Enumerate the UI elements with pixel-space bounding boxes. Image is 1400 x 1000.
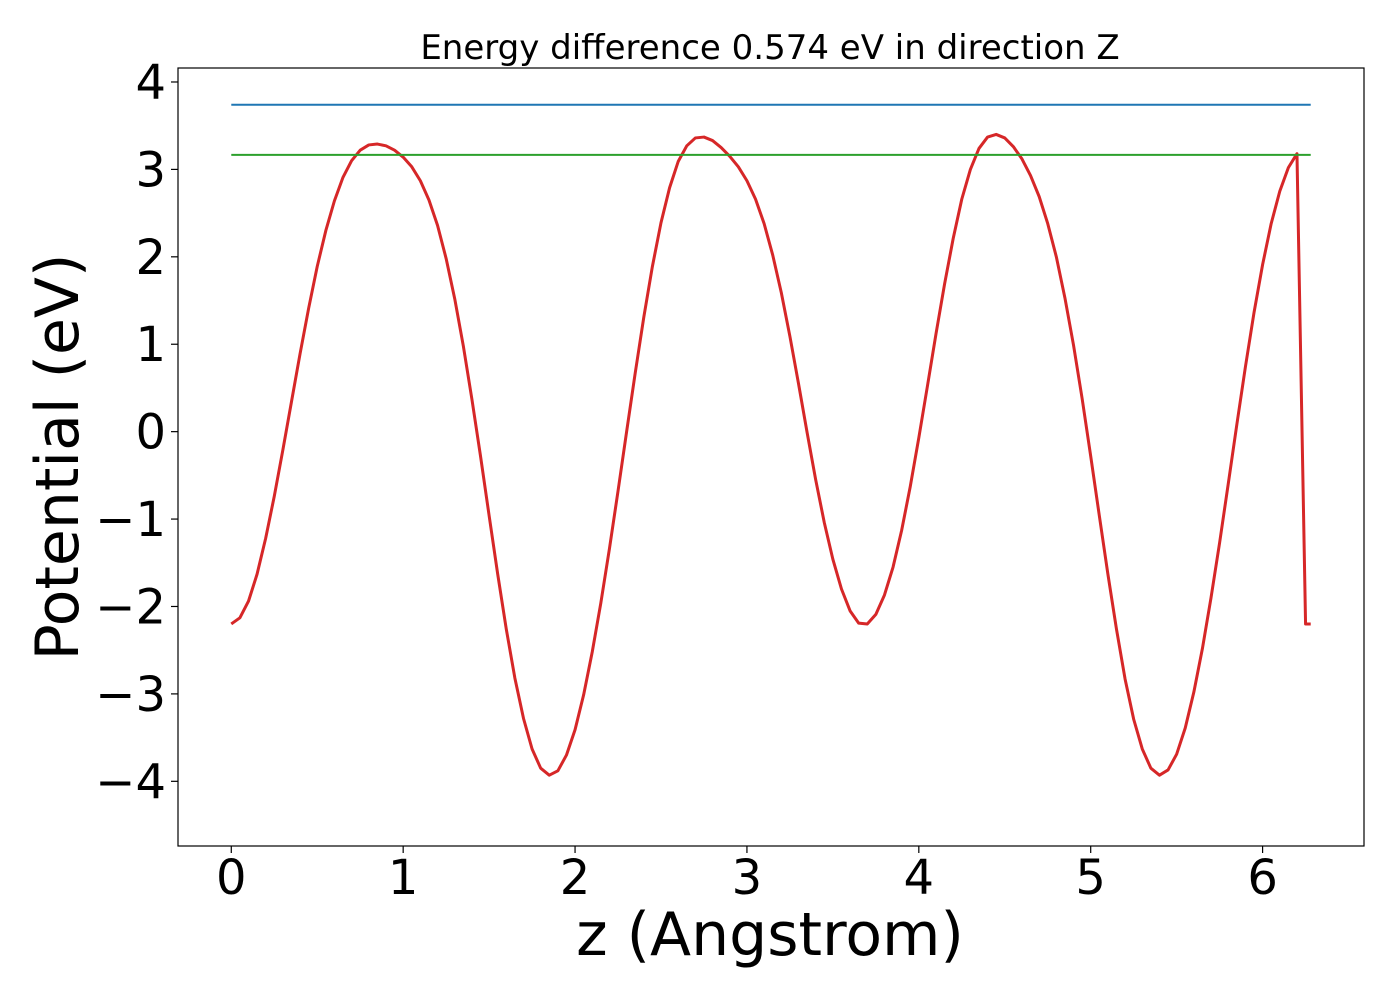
x-axis-label: z (Angstrom) [576,900,964,970]
x-tick-label: 5 [1075,850,1106,906]
series-layer [230,103,1311,777]
x-tick-label: 1 [388,850,419,906]
y-tick-label: −4 [95,754,166,810]
y-tick-label: 2 [135,230,166,286]
x-tick-label: 4 [904,850,935,906]
x-tick-label: 6 [1247,850,1278,906]
y-tick-label: 3 [135,142,166,198]
chart-title: Energy difference 0.574 eV in direction … [420,28,1119,68]
y-tick-label: 4 [135,55,166,111]
tick-layer: 0 1 2 3 4 5 6 −4 −3 −2 −1 0 1 2 3 4 [95,55,1278,906]
potential-line [230,132,1311,777]
x-tick-label: 3 [732,850,763,906]
y-tick-label: −1 [95,492,166,548]
y-tick-label: 1 [135,317,166,373]
y-tick-label: 0 [135,405,166,461]
x-tick-label: 0 [216,850,247,906]
y-tick-label: −2 [95,579,166,635]
y-tick-label: −3 [95,667,166,723]
x-tick-label: 2 [560,850,591,906]
plot-frame [177,67,1365,847]
y-axis-label: Potential (eV) [23,254,93,661]
